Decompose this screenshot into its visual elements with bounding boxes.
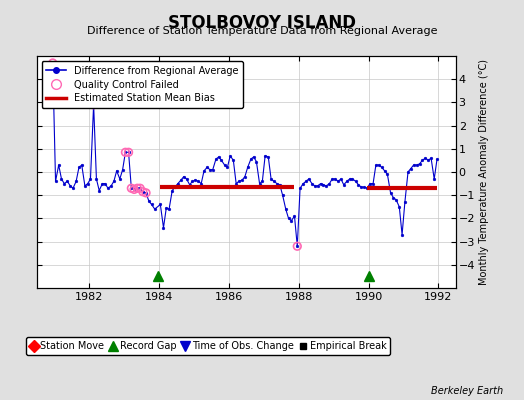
Text: STOLBOVOY ISLAND: STOLBOVOY ISLAND xyxy=(168,14,356,32)
Point xyxy=(130,186,138,193)
Legend: Difference from Regional Average, Quality Control Failed, Estimated Station Mean: Difference from Regional Average, Qualit… xyxy=(41,61,243,108)
Point xyxy=(49,60,57,66)
Point xyxy=(142,190,150,196)
Point xyxy=(139,188,147,195)
Text: Berkeley Earth: Berkeley Earth xyxy=(431,386,503,396)
Point xyxy=(124,149,133,156)
Point xyxy=(133,185,141,192)
Point xyxy=(136,185,144,192)
Point xyxy=(127,185,136,192)
Y-axis label: Monthly Temperature Anomaly Difference (°C): Monthly Temperature Anomaly Difference (… xyxy=(479,59,489,285)
Legend: Station Move, Record Gap, Time of Obs. Change, Empirical Break: Station Move, Record Gap, Time of Obs. C… xyxy=(26,337,390,355)
Point xyxy=(121,149,129,156)
Text: Difference of Station Temperature Data from Regional Average: Difference of Station Temperature Data f… xyxy=(87,26,437,36)
Point xyxy=(90,102,98,108)
Point xyxy=(293,243,301,250)
